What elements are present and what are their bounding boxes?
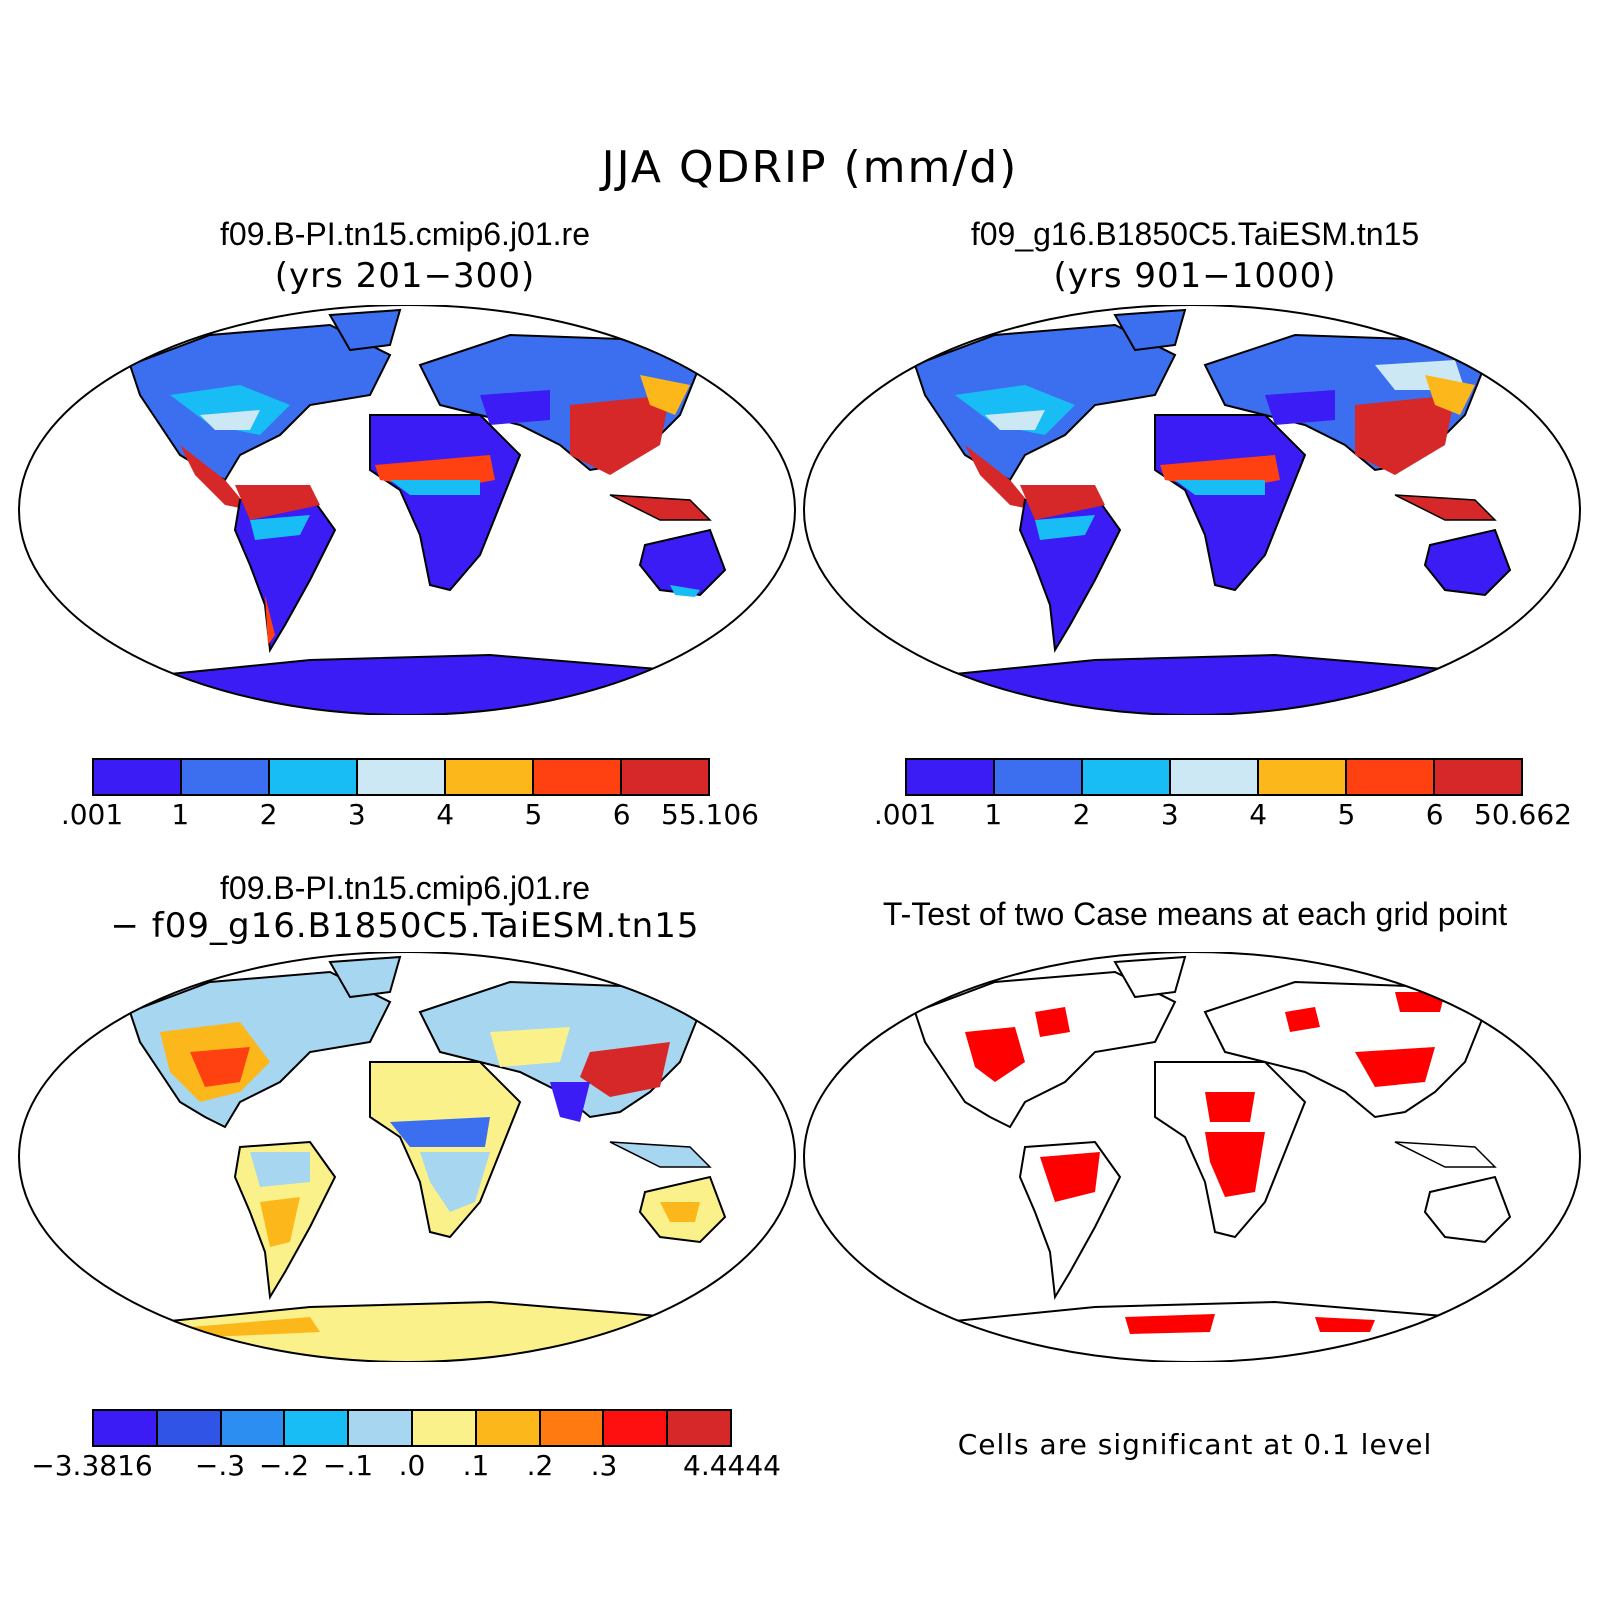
colorbar-tick-label: 3 (1160, 798, 1179, 831)
case1-land (128, 308, 727, 715)
colorbar-box (668, 1411, 730, 1445)
colorbar-tick-label: 55.106 (661, 798, 759, 831)
diff-subtitle: − f09_g16.B1850C5.TaiESM.tn15 (110, 906, 700, 946)
colorbar-box (907, 760, 995, 794)
significance-note: Cells are significant at 0.1 level (957, 1428, 1433, 1461)
colorbar-tick-label: .1 (462, 1449, 490, 1482)
diff-colorbar-labels: −3.3816 −.3 −.2 −.1 .0 .1 .2 .3 4.4444 (31, 1449, 781, 1483)
colorbar-tick-label: 1 (171, 798, 190, 831)
colorbar-box (1347, 760, 1435, 794)
case1-map (18, 305, 796, 715)
diff-map (18, 952, 796, 1362)
colorbar-box (534, 760, 622, 794)
case2-years: (yrs 901−1000) (1053, 256, 1337, 296)
ttest-land (913, 955, 1512, 1362)
diff-land (128, 955, 727, 1362)
colorbar-tick-label: 5 (524, 798, 543, 831)
colorbar-box (349, 1411, 413, 1445)
case2-land (913, 308, 1512, 715)
colorbar-box (182, 760, 270, 794)
ttest-map (803, 952, 1581, 1362)
colorbar-tick-label: .0 (398, 1449, 426, 1482)
colorbar-box (94, 760, 182, 794)
colorbar-box (995, 760, 1083, 794)
colorbar-tick-label: −.1 (322, 1449, 374, 1482)
colorbar-tick-label: 4 (436, 798, 455, 831)
colorbar-tick-label: 50.662 (1474, 798, 1572, 831)
colorbar-tick-label: 1 (984, 798, 1003, 831)
colorbar-tick-label: .001 (873, 798, 937, 831)
colorbar-box (446, 760, 534, 794)
figure-title: JJA QDRIP (mm/d) (601, 142, 1019, 193)
case1-colorbar-labels: .001 1 2 3 4 5 6 55.106 (61, 798, 759, 832)
colorbar-box (157, 1411, 222, 1445)
colorbar-box (221, 1411, 286, 1445)
diff-title: f09.B-PI.tn15.cmip6.j01.re (220, 870, 590, 906)
colorbar-tick-label: 4.4444 (683, 1449, 781, 1482)
colorbar-tick-label: −.3 (194, 1449, 246, 1482)
colorbar-tick-label: 4 (1249, 798, 1268, 831)
colorbar-tick-label: 5 (1337, 798, 1356, 831)
colorbar-tick-label: −3.3816 (31, 1449, 153, 1482)
colorbar-box (285, 1411, 350, 1445)
colorbar-tick-label: .3 (590, 1449, 618, 1482)
colorbar-box (476, 1411, 541, 1445)
africa (369, 414, 522, 592)
colorbar-box (412, 1411, 477, 1445)
case1-years: (yrs 201−300) (274, 256, 536, 296)
colorbar-tick-label: 2 (259, 798, 278, 831)
colorbar-box (1083, 760, 1171, 794)
greenland (328, 308, 402, 352)
colorbar-box (94, 1411, 158, 1445)
australia (638, 528, 727, 597)
colorbar-tick-label: 2 (1072, 798, 1091, 831)
colorbar-tick-label: 6 (612, 798, 631, 831)
case2-colorbar-labels: .001 1 2 3 4 5 6 50.662 (874, 798, 1572, 832)
ttest-title: T-Test of two Case means at each grid po… (882, 896, 1508, 932)
colorbar-box (1171, 760, 1259, 794)
colorbar-tick-label: −.2 (258, 1449, 310, 1482)
colorbar-tick-label: 3 (347, 798, 366, 831)
colorbar-box (270, 760, 358, 794)
case1-colorbar (92, 758, 710, 796)
colorbar-box (1435, 760, 1521, 794)
colorbar-box (604, 1411, 669, 1445)
colorbar-box (1259, 760, 1347, 794)
case2-title: f09_g16.B1850C5.TaiESM.tn15 (970, 216, 1420, 252)
case2-colorbar (905, 758, 1523, 796)
colorbar-tick-label: 6 (1425, 798, 1444, 831)
colorbar-box (622, 760, 708, 794)
case2-map (803, 305, 1581, 715)
case1-title: f09.B-PI.tn15.cmip6.j01.re (220, 216, 590, 252)
colorbar-box (540, 1411, 605, 1445)
antarctica (128, 653, 713, 715)
colorbar-tick-label: .001 (60, 798, 124, 831)
colorbar-box (358, 760, 446, 794)
diff-colorbar (92, 1409, 732, 1447)
colorbar-tick-label: .2 (526, 1449, 554, 1482)
